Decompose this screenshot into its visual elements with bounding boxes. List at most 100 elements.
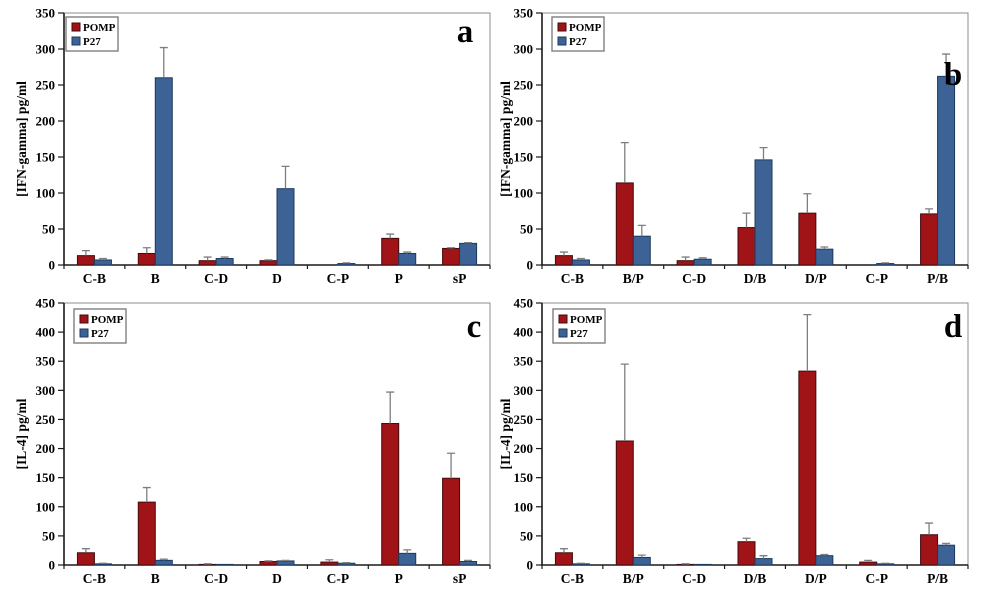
- bar-p27: [876, 263, 895, 266]
- error-bar: [942, 542, 951, 546]
- y-tick-label: 200: [36, 441, 56, 456]
- panel-letter: d: [944, 309, 962, 345]
- x-category-label: C-D: [682, 271, 706, 286]
- error-bar: [281, 165, 290, 189]
- y-tick-label: 450: [514, 296, 534, 311]
- x-category-label: D/B: [744, 271, 767, 286]
- x-category-label: C-D: [682, 571, 706, 586]
- y-axis-label: [IFN-gamma] pg/ml: [14, 81, 29, 197]
- bar-pomp: [442, 247, 461, 266]
- bar-p27: [154, 77, 173, 266]
- panel-b-chart: 0 50 100 150 200 250 300 350 C-B B/P C-D D/B D/P C-P P…: [500, 6, 969, 286]
- x-category-label: C-B: [561, 271, 584, 286]
- bar-p27: [693, 258, 712, 266]
- y-tick-label: 150: [36, 150, 56, 165]
- y-tick-label: 250: [514, 78, 534, 93]
- bar-pomp: [198, 563, 217, 566]
- error-bar: [142, 486, 151, 503]
- bar-p27: [571, 563, 590, 566]
- error-bar: [203, 256, 212, 261]
- x-category-label: D/P: [805, 571, 827, 586]
- bar-pomp: [381, 423, 400, 566]
- error-bar: [325, 559, 334, 563]
- error-bar: [159, 46, 168, 78]
- bar-p27: [459, 561, 478, 566]
- legend-label-p27: P27: [570, 328, 588, 340]
- error-bar: [942, 53, 951, 77]
- bar-p27: [276, 560, 295, 566]
- bar-p27: [459, 242, 478, 266]
- bar-pomp: [137, 501, 156, 566]
- bar-pomp: [615, 182, 634, 266]
- error-bar: [264, 560, 273, 562]
- x-category-label: C-P: [865, 571, 888, 586]
- bar-pomp: [320, 561, 339, 566]
- y-tick-label: 0: [527, 558, 534, 573]
- y-tick-label: 150: [514, 470, 534, 485]
- y-tick-label: 150: [36, 470, 56, 485]
- legend-swatch-p27: [71, 36, 81, 46]
- error-bar: [386, 233, 395, 239]
- y-axis-label: [IL-4] pg/ml: [500, 398, 513, 469]
- bar-p27: [337, 263, 356, 266]
- legend-label-p27: P27: [91, 328, 109, 340]
- bar-pomp: [920, 534, 939, 566]
- bar-pomp: [676, 260, 695, 266]
- error-bar: [142, 247, 151, 254]
- error-bar: [403, 251, 412, 254]
- y-tick-label: 400: [514, 325, 534, 340]
- panel-d-chart: 0 50 100 150 200 250 300 350 400 450 C-B B/P C-D D/B D…: [500, 296, 969, 586]
- panel-letter: b: [944, 57, 962, 93]
- error-bar: [447, 452, 456, 479]
- y-tick-label: 300: [36, 383, 56, 398]
- error-bar: [98, 257, 107, 260]
- bar-pomp: [259, 561, 278, 566]
- legend-label-p27: P27: [569, 36, 587, 48]
- error-bar: [759, 555, 768, 559]
- y-tick-label: 100: [36, 499, 56, 514]
- bar-p27: [754, 159, 773, 266]
- bar-p27: [215, 258, 234, 266]
- bar-pomp: [859, 561, 878, 566]
- error-bar: [681, 256, 690, 261]
- bar-p27: [276, 188, 295, 266]
- bar-p27: [154, 559, 173, 566]
- bar-p27: [398, 552, 417, 566]
- x-category-label: D/B: [744, 571, 767, 586]
- legend-label-p27: P27: [83, 36, 101, 48]
- error-bar: [464, 242, 473, 244]
- bar-p27: [693, 563, 712, 566]
- y-tick-label: 150: [514, 150, 534, 165]
- error-bar: [637, 554, 646, 558]
- y-tick-label: 250: [514, 412, 534, 427]
- error-bar: [447, 247, 456, 249]
- y-axis-label: [IL-4] pg/ml: [14, 398, 29, 469]
- y-tick-label: 350: [36, 6, 56, 21]
- bar-pomp: [798, 212, 817, 266]
- x-category-label: C-B: [83, 571, 106, 586]
- bar-pomp: [259, 260, 278, 266]
- x-category-label: C-B: [83, 271, 106, 286]
- error-bar: [81, 548, 90, 553]
- error-bar: [925, 208, 934, 214]
- x-category-label: sP: [453, 571, 467, 586]
- bar-p27: [815, 248, 834, 266]
- y-tick-label: 50: [520, 222, 533, 237]
- x-category-label: B: [151, 271, 160, 286]
- bar-pomp: [798, 370, 817, 566]
- axis-lines: [541, 303, 968, 566]
- x-category-label: B/P: [623, 571, 644, 586]
- bar-pomp: [198, 260, 217, 266]
- error-bar: [637, 224, 646, 237]
- legend-label-pomp: POMP: [569, 22, 602, 34]
- y-tick-label: 0: [49, 258, 56, 273]
- x-category-label: P/B: [927, 271, 948, 286]
- bar-pomp: [381, 237, 400, 266]
- x-category-label: C-P: [327, 271, 350, 286]
- bar-p27: [215, 563, 234, 566]
- error-bar: [281, 559, 290, 561]
- error-bar: [342, 262, 351, 264]
- y-tick-label: 100: [514, 499, 534, 514]
- error-bar: [576, 257, 585, 260]
